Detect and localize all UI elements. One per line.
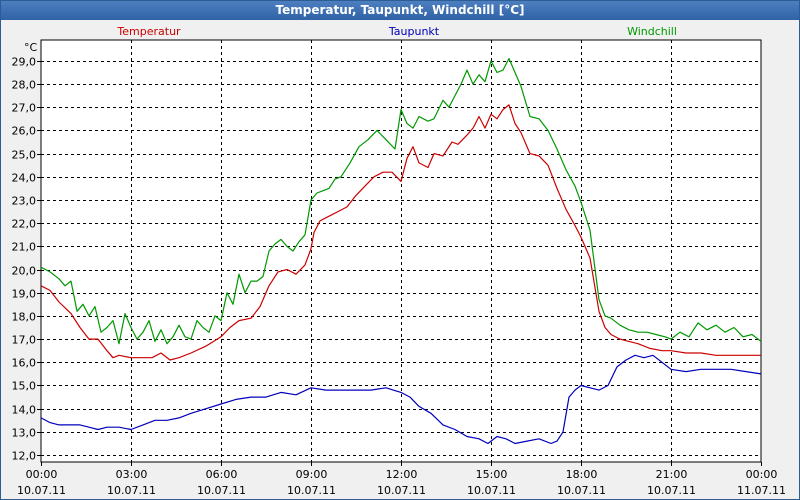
x-tick-time: 00:00 bbox=[26, 468, 58, 481]
legend-label-windchill: Windchill bbox=[627, 25, 677, 38]
y-tick-label: 29,0 bbox=[12, 56, 37, 69]
x-tick-date: 10.07.11 bbox=[647, 484, 696, 497]
series-line-taupunkt bbox=[40, 354, 762, 445]
y-tick-label: 26,0 bbox=[12, 125, 37, 138]
y-tick-label: 19,0 bbox=[12, 288, 37, 301]
legend: Temperatur Taupunkt Windchill bbox=[116, 25, 677, 38]
x-tick-time: 06:00 bbox=[206, 468, 238, 481]
y-tick-label: 21,0 bbox=[12, 241, 37, 254]
legend-label-temperatur: Temperatur bbox=[116, 25, 181, 38]
x-tick-date: 10.07.11 bbox=[17, 484, 66, 497]
y-tick-label: 14,0 bbox=[12, 404, 37, 417]
y-tick-label: 28,0 bbox=[12, 79, 37, 92]
x-tick-time: 03:00 bbox=[116, 468, 148, 481]
y-tick-label: 22,0 bbox=[12, 218, 37, 231]
legend-label-taupunkt: Taupunkt bbox=[388, 25, 440, 38]
x-tick-time: 21:00 bbox=[656, 468, 688, 481]
y-tick-label: 25,0 bbox=[12, 149, 37, 162]
x-tick-date: 10.07.11 bbox=[377, 484, 426, 497]
x-tick-time: 18:00 bbox=[566, 468, 598, 481]
y-axis: 12,0 13,0 14,0 15,0 16,0 17,0 18,0 19,0 20,0 21,0… bbox=[12, 56, 41, 463]
x-tick-date: 10.07.11 bbox=[197, 484, 246, 497]
x-tick-time: 00:00 bbox=[746, 468, 778, 481]
y-tick-label: 23,0 bbox=[12, 195, 37, 208]
y-tick-label: 17,0 bbox=[12, 334, 37, 347]
y-tick-label: 27,0 bbox=[12, 102, 37, 115]
chart-canvas: 12,0 13,0 14,0 15,0 16,0 17,0 18,0 19,0 20,0 21,0… bbox=[12, 25, 786, 497]
series-line-temperatur bbox=[40, 104, 761, 361]
x-tick-time: 12:00 bbox=[386, 468, 418, 481]
y-tick-label: 12,0 bbox=[12, 450, 37, 463]
series-line-windchill bbox=[40, 57, 762, 345]
series-group bbox=[40, 57, 762, 445]
grid-lines bbox=[41, 40, 761, 462]
y-tick-label: 20,0 bbox=[12, 265, 37, 278]
y-tick-label: 16,0 bbox=[12, 357, 37, 370]
y-axis-unit: °C bbox=[24, 41, 38, 54]
y-tick-label: 15,0 bbox=[12, 380, 37, 393]
x-tick-time: 15:00 bbox=[476, 468, 508, 481]
window-title: Temperatur, Taupunkt, Windchill [°C] bbox=[1, 1, 799, 20]
y-tick-label: 18,0 bbox=[12, 311, 37, 324]
x-tick-date: 10.07.11 bbox=[287, 484, 336, 497]
x-tick-date: 10.07.11 bbox=[107, 484, 156, 497]
x-tick-date: 10.07.11 bbox=[557, 484, 606, 497]
x-tick-time: 09:00 bbox=[296, 468, 328, 481]
y-tick-label: 13,0 bbox=[12, 427, 37, 440]
x-tick-date: 10.07.11 bbox=[467, 484, 516, 497]
x-tick-date: 11.07.11 bbox=[737, 484, 786, 497]
x-axis: 00:00 10.07.11 03:00 10.07.11 06:00 10.07.11 0… bbox=[17, 462, 786, 497]
y-tick-label: 24,0 bbox=[12, 172, 37, 185]
